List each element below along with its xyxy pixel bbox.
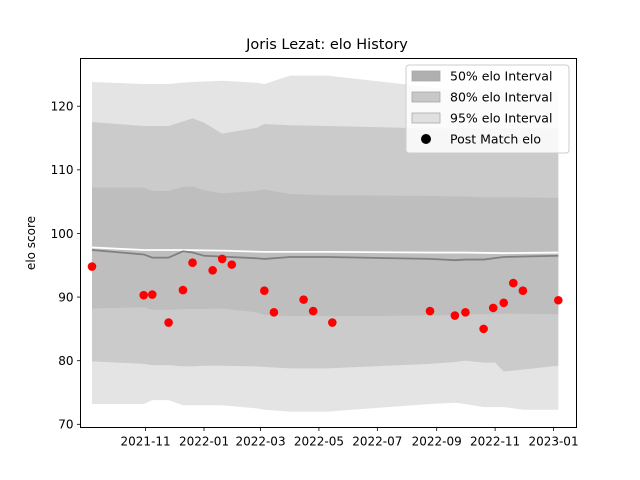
post-match-elo-point [260,286,269,296]
x-tick-label: 2022-11 [470,435,520,449]
legend-box [405,64,570,154]
post-match-elo-point [87,262,97,271]
y-tick-label: 80 [58,354,73,368]
post-match-elo-point [461,308,470,317]
post-match-elo-point [139,290,148,300]
x-tick-label: 2022-09 [412,435,462,449]
legend-label: Post Match elo [450,132,541,147]
x-tick-label: 2022-03 [235,435,285,449]
median-elo-line [91,249,559,262]
post-match-elo-point [227,260,237,269]
post-match-elo-point [328,318,337,327]
y-tick-label: 100 [51,227,74,241]
chart-title: Joris Lezat: elo History [245,37,408,53]
post-match-elo-point [488,303,498,313]
post-match-elo-point [188,258,197,268]
x-tick-label: 2021-11 [121,435,171,449]
post-match-elo-point [450,311,460,320]
y-axis-label: elo score [24,216,38,270]
post-match-elo-point [499,298,509,308]
post-match-elo-point [217,254,227,264]
plot-frame [80,58,577,428]
y-tick-label: 70 [58,418,73,432]
y-tick-label: 120 [51,100,74,114]
legend: 50% elo Interval 80% elo Interval 95% elo … [405,64,570,154]
post-match-elo-point [164,318,173,327]
post-match-elo-point [425,306,435,316]
legend-swatch [411,70,441,82]
x-tick-label: 2023-01 [528,435,578,449]
post-match-elo-point [269,308,279,317]
post-match-elo-point [299,295,308,304]
x-axis: 2021-11 2022-01 2022-03 2022-05 2022-07 2022-… [121,427,579,449]
post-match-elo-point [178,285,188,295]
x-tick-label: 2022-01 [179,435,229,449]
y-axis: 70 80 90 100 110 120 [51,100,81,432]
y-tick-label: 90 [58,290,73,304]
legend-marker [421,134,431,144]
legend-swatch [411,91,441,103]
mean-elo-line [91,246,559,255]
x-tick-label: 2022-05 [294,435,344,449]
y-tick-label: 110 [51,163,74,177]
post-match-elo-point [554,295,563,305]
post-match-elo-point [479,324,488,334]
post-match-elo-point [509,278,518,288]
legend-label: 80% elo Interval [450,90,552,105]
plot-area [87,75,563,412]
post-match-elo-point [308,306,318,316]
legend-label: 50% elo Interval [450,69,552,84]
x-tick-label: 2022-07 [352,435,402,449]
legend-label: 95% elo Interval [450,111,552,126]
post-match-elo-point [518,286,528,296]
post-match-elo-point [208,266,217,275]
post-match-elo-point [148,290,157,299]
legend-swatch [411,112,441,124]
